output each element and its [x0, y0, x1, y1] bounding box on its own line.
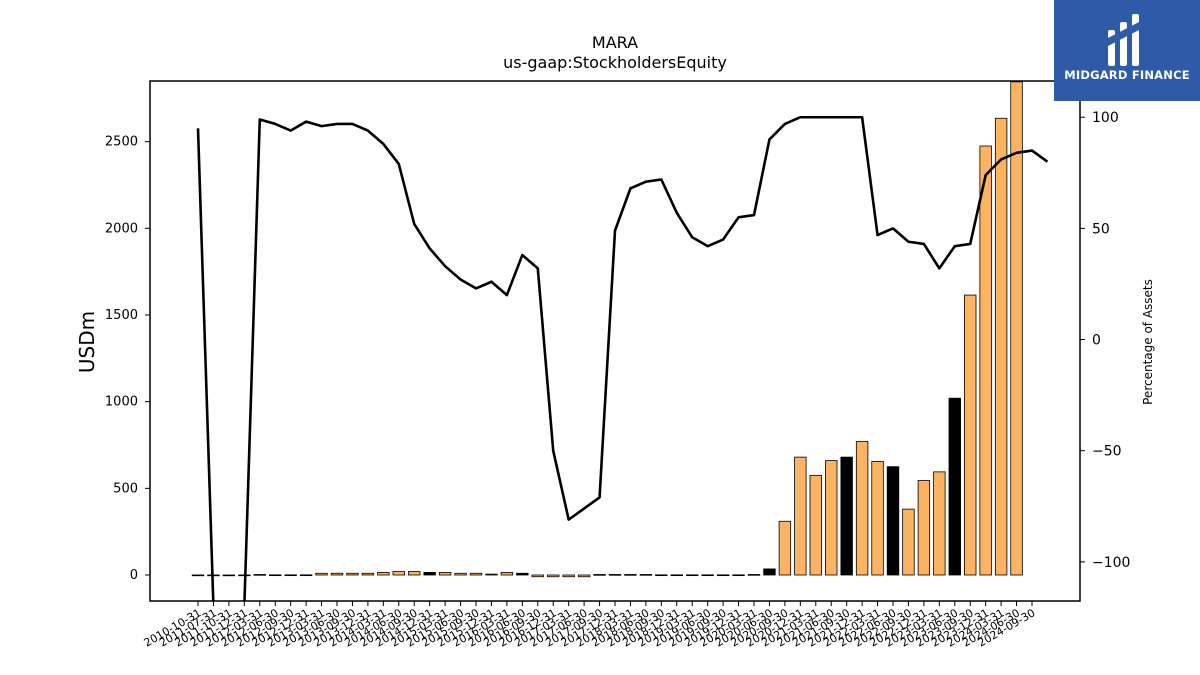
- bar: [825, 460, 838, 576]
- bar: [330, 572, 344, 576]
- bar: [763, 568, 776, 576]
- bar: [531, 574, 544, 578]
- y-tick-label: 1500: [105, 308, 138, 323]
- bar: [438, 572, 452, 576]
- bar: [1010, 81, 1023, 576]
- bar: [454, 572, 467, 576]
- bar: [686, 574, 699, 577]
- y-tick-label: 0: [130, 568, 138, 583]
- logo-text: MIDGARD FINANCE: [1064, 68, 1190, 82]
- chart-title: MARA: [592, 33, 638, 52]
- bar: [964, 294, 977, 576]
- bar: [701, 574, 714, 577]
- y-axis-label: USDm: [75, 311, 99, 373]
- bar: [670, 574, 683, 577]
- bar: [979, 145, 992, 576]
- bar: [299, 574, 313, 577]
- bar: [423, 572, 436, 576]
- bar: [500, 572, 514, 576]
- y-tick-label: 1000: [105, 395, 138, 410]
- y2-tick-label: 50: [1092, 221, 1110, 237]
- bar: [562, 574, 575, 578]
- bar: [948, 397, 961, 576]
- bar: [933, 471, 946, 576]
- bar: [608, 574, 622, 576]
- y2-tick-label: 0: [1092, 333, 1101, 349]
- bar: [547, 574, 560, 578]
- bar: [886, 466, 900, 576]
- bar: [871, 461, 884, 576]
- bar: [253, 574, 266, 576]
- bar: [655, 574, 668, 577]
- plot-frame: [149, 80, 1081, 602]
- bar: [222, 574, 236, 577]
- bar: [191, 574, 205, 577]
- bar: [994, 117, 1008, 576]
- bar: [516, 572, 529, 576]
- bar: [840, 456, 853, 576]
- bar: [794, 456, 807, 576]
- bar: [485, 573, 498, 576]
- y2-axis-label: Percentage of Assets: [1141, 279, 1155, 405]
- y-tick-label: 2500: [105, 135, 138, 150]
- bar: [346, 572, 359, 576]
- bar: [315, 572, 328, 576]
- y2-tick-label: −100: [1092, 555, 1130, 571]
- chart-subtitle: us-gaap:StockholdersEquity: [503, 53, 727, 72]
- bar: [624, 574, 637, 576]
- bar: [639, 574, 653, 576]
- bar: [902, 508, 915, 576]
- bar: [732, 574, 745, 577]
- bar: [577, 574, 591, 578]
- bar: [855, 441, 869, 576]
- bar: [778, 520, 792, 576]
- pct-assets-line: [196, 115, 1049, 601]
- bar: [377, 572, 390, 576]
- y-tick-label: 500: [113, 481, 138, 496]
- bar: [593, 574, 606, 576]
- bar: [747, 574, 761, 576]
- y2-tick-label: 100: [1092, 110, 1119, 126]
- bar: [269, 574, 282, 577]
- bar: [392, 571, 405, 576]
- bar: [716, 574, 730, 577]
- bar: [284, 574, 297, 577]
- y-tick-label: 2000: [105, 221, 138, 236]
- bar: [469, 572, 483, 576]
- logo-mark-icon: [1108, 14, 1139, 66]
- bar: [408, 571, 421, 576]
- bar: [809, 474, 822, 576]
- bar: [361, 572, 375, 576]
- bar: [917, 480, 931, 576]
- brand-logo: MIDGARD FINANCE: [1054, 0, 1200, 101]
- y2-tick-label: −50: [1092, 444, 1122, 460]
